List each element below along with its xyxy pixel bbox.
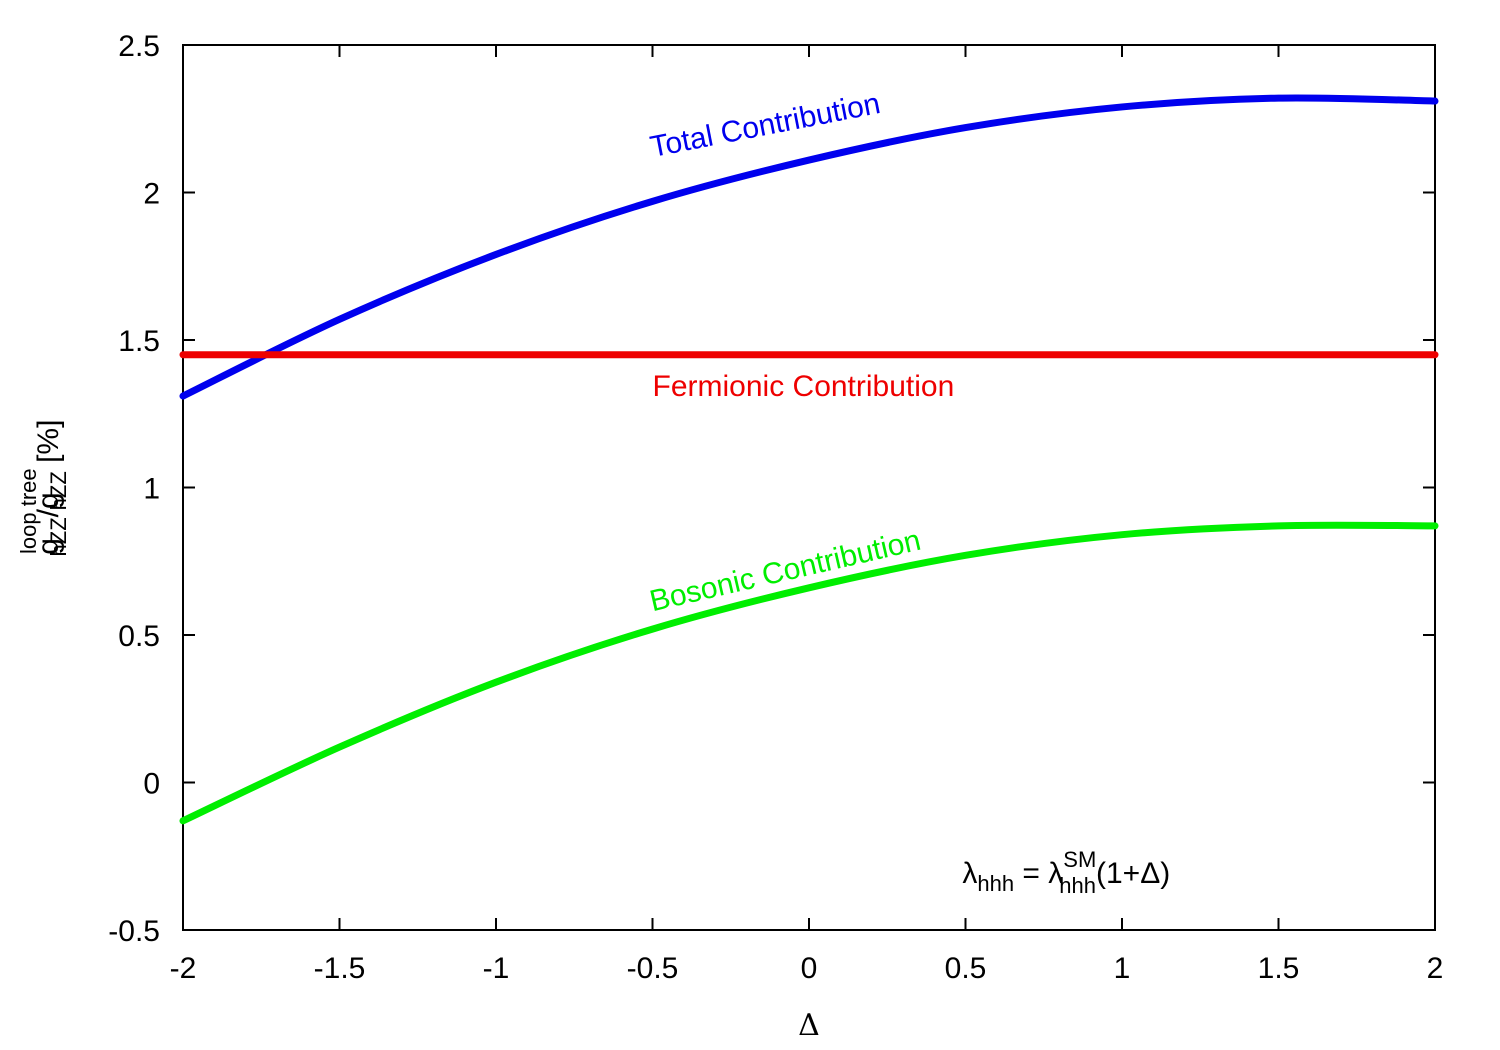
formula-annotation: λhhh = λSM hhh(1+Δ) [962, 847, 1170, 898]
x-tick-label: 2 [1427, 952, 1444, 985]
y-title-unit: [%] [32, 420, 65, 472]
y-tick-label: 0.5 [118, 620, 160, 653]
formula-sub-right: hhh [1059, 873, 1096, 898]
y-title-sub2: hZZ [46, 471, 71, 510]
plot-frame [182, 44, 1436, 931]
y-tick-label: 1 [143, 473, 160, 506]
x-tick-label: -0.5 [627, 952, 679, 985]
fermionic-contribution-label: Fermionic Contribution [653, 370, 955, 403]
x-tick-label: 0.5 [945, 952, 987, 985]
total-contribution-line [179, 94, 1439, 400]
formula-equals: = [1014, 857, 1048, 890]
bosonic-contribution-line [179, 521, 1439, 825]
x-tick-label: -1 [483, 952, 510, 985]
y-tick-label: 1.5 [118, 325, 160, 358]
x-tick-label: -1.5 [314, 952, 366, 985]
y-title-base1: g [32, 538, 65, 555]
y-tick-label: 2.5 [118, 30, 160, 63]
y-tick-labels: -0.5 0 0.5 1 1.5 2 2.5 [108, 30, 160, 948]
y-title-sup1: loop [16, 512, 41, 554]
y-title-sup2: tree [16, 468, 41, 506]
y-title-slash: / [32, 508, 65, 517]
formula-lambda-right: λ [1048, 857, 1063, 890]
ticks [182, 44, 1436, 931]
y-axis-title: gloop hZZ/gtree hZZ [%] [16, 420, 71, 557]
y-tick-label: -0.5 [108, 915, 160, 948]
formula-sup-right: SM [1063, 847, 1096, 872]
y-tick-label: 0 [143, 768, 160, 801]
y-title-base2: g [32, 492, 65, 509]
x-axis-title: Δ [798, 1008, 820, 1043]
formula-sub-left: hhh [977, 871, 1014, 896]
formula-lambda-left: λ [962, 857, 977, 890]
x-tick-label: 1.5 [1258, 952, 1300, 985]
y-title-sub1: hZZ [46, 517, 71, 556]
curves [179, 94, 1439, 825]
x-tick-label: -2 [170, 952, 197, 985]
formula-tail: (1+Δ) [1096, 857, 1170, 890]
y-tick-label: 2 [143, 178, 160, 211]
x-tick-label: 0 [801, 952, 818, 985]
x-tick-labels: -2 -1.5 -1 -0.5 0 0.5 1 1.5 2 [170, 952, 1444, 985]
x-tick-label: 1 [1114, 952, 1131, 985]
